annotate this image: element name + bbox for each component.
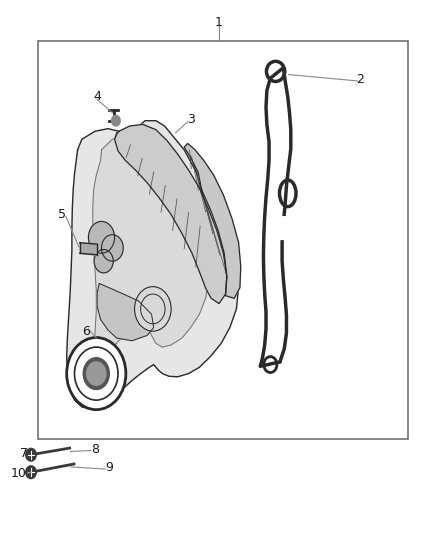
Polygon shape [93,135,208,366]
Circle shape [26,466,36,479]
Text: 9: 9 [106,462,113,474]
Circle shape [94,249,113,273]
Circle shape [112,115,120,126]
Text: 7: 7 [20,447,28,459]
Circle shape [102,235,123,261]
Text: 2: 2 [357,74,364,86]
Circle shape [87,362,106,385]
Polygon shape [115,124,227,304]
Circle shape [26,448,36,461]
Circle shape [67,337,126,410]
Polygon shape [67,120,239,409]
Bar [39,41,408,439]
Circle shape [83,358,110,390]
Circle shape [88,221,115,253]
Text: 3: 3 [187,113,194,126]
Polygon shape [97,284,154,341]
Text: 10: 10 [11,467,27,480]
Text: 4: 4 [93,90,101,103]
Text: 8: 8 [91,443,99,456]
Polygon shape [184,143,241,298]
Text: 1: 1 [215,16,223,29]
Text: 6: 6 [82,325,90,338]
Text: 5: 5 [58,208,66,221]
Circle shape [134,287,171,331]
